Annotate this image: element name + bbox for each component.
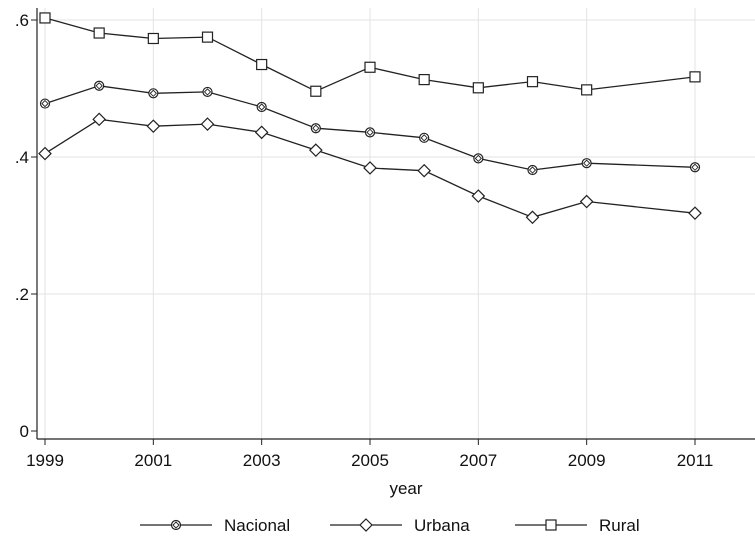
point-urbana bbox=[92, 112, 107, 127]
point-urbana bbox=[146, 119, 161, 134]
legend-label-rural: Rural bbox=[599, 516, 640, 535]
legend-item-rural: Rural bbox=[515, 516, 640, 535]
point-rural bbox=[364, 61, 376, 73]
point-nacional-circle bbox=[39, 98, 51, 109]
axes: 0 .2 .4 .6 1999 2001 2003 2005 2007 2009 2011 bbox=[15, 8, 755, 470]
y-tick-label: 0 bbox=[20, 422, 29, 441]
point-nacional bbox=[310, 123, 321, 134]
point-urbana bbox=[688, 206, 702, 221]
x-tick-label: 2011 bbox=[677, 451, 714, 470]
point-urbana bbox=[200, 117, 215, 131]
legend-label-urbana: Urbana bbox=[414, 516, 470, 535]
legend-label-nacional: Nacional bbox=[224, 516, 290, 535]
point-nacional bbox=[364, 127, 376, 138]
point-nacional-circle bbox=[310, 123, 321, 134]
legend-marker-nacional bbox=[170, 519, 182, 531]
series-group bbox=[38, 12, 702, 225]
point-urbana bbox=[254, 125, 269, 140]
point-urbana bbox=[579, 194, 594, 209]
point-nacional-circle bbox=[202, 86, 213, 98]
point-nacional bbox=[689, 162, 701, 173]
point-nacional-inner bbox=[528, 166, 537, 174]
point-nacional-circle bbox=[256, 101, 267, 113]
legend-marker-urbana bbox=[359, 518, 373, 532]
x-tick-label: 2009 bbox=[568, 451, 606, 470]
point-nacional-inner bbox=[312, 124, 320, 132]
point-nacional-inner bbox=[366, 128, 374, 136]
point-rural bbox=[310, 85, 322, 97]
x-tick-label: 1999 bbox=[26, 451, 64, 470]
point-urbana bbox=[363, 161, 377, 175]
point-rural bbox=[581, 84, 593, 96]
series-urbana bbox=[38, 112, 702, 225]
y-tick-label: .2 bbox=[15, 285, 29, 304]
point-nacional-inner bbox=[95, 82, 103, 90]
point-rural bbox=[526, 76, 539, 88]
point-nacional-inner bbox=[149, 89, 157, 97]
point-nacional bbox=[256, 101, 267, 113]
legend-marker-nacional-inner bbox=[172, 521, 180, 529]
point-nacional bbox=[202, 86, 213, 98]
series-line-urbana bbox=[44, 118, 696, 218]
point-urbana bbox=[38, 146, 52, 161]
point-rural bbox=[256, 58, 268, 71]
point-nacional-inner bbox=[474, 154, 482, 163]
point-urbana bbox=[471, 189, 486, 203]
x-tick-label: 2001 bbox=[134, 451, 172, 470]
point-nacional-inner bbox=[203, 88, 212, 96]
point-nacional-circle bbox=[473, 153, 484, 164]
point-rural bbox=[201, 31, 214, 43]
point-nacional bbox=[581, 158, 592, 169]
legend-marker-rural bbox=[545, 519, 557, 531]
point-nacional bbox=[94, 80, 105, 91]
point-rural bbox=[418, 73, 430, 86]
point-nacional-inner bbox=[420, 134, 428, 142]
y-tick-label: .6 bbox=[15, 11, 29, 30]
point-nacional-inner bbox=[583, 159, 591, 167]
x-tick-label: 2007 bbox=[459, 451, 497, 470]
series-line-rural bbox=[44, 17, 696, 92]
legend-item-nacional: Nacional bbox=[140, 516, 290, 535]
point-nacional bbox=[527, 164, 538, 176]
point-nacional-circle bbox=[527, 164, 538, 176]
point-nacional-circle bbox=[419, 132, 430, 143]
x-tick-label: 2005 bbox=[351, 451, 389, 470]
point-nacional-inner bbox=[691, 163, 699, 171]
point-nacional bbox=[473, 153, 484, 164]
series-rural bbox=[39, 12, 701, 97]
grid bbox=[37, 8, 755, 439]
series-line-nacional bbox=[44, 85, 696, 171]
point-rural bbox=[689, 71, 701, 83]
point-nacional-circle bbox=[94, 80, 105, 91]
series-nacional bbox=[39, 80, 701, 176]
x-tick-label: 2003 bbox=[243, 451, 281, 470]
point-nacional-inner bbox=[258, 103, 266, 111]
y-tick-label: .4 bbox=[15, 148, 29, 167]
point-rural bbox=[147, 32, 159, 45]
x-axis-title: year bbox=[389, 479, 422, 498]
point-nacional bbox=[148, 88, 159, 99]
point-urbana bbox=[308, 143, 323, 157]
legend-marker-nacional-circle bbox=[170, 519, 182, 531]
point-nacional bbox=[419, 132, 430, 143]
point-nacional-circle bbox=[689, 162, 701, 173]
point-rural bbox=[93, 27, 105, 39]
legend-item-urbana: Urbana bbox=[330, 516, 470, 535]
point-nacional-circle bbox=[148, 88, 159, 99]
point-rural bbox=[472, 82, 484, 94]
point-urbana bbox=[525, 210, 540, 225]
point-nacional-circle bbox=[581, 158, 592, 169]
point-urbana bbox=[417, 163, 432, 178]
legend: Nacional Urbana Rural bbox=[140, 516, 640, 535]
point-rural bbox=[39, 12, 51, 24]
point-nacional-inner bbox=[41, 99, 49, 108]
point-nacional bbox=[39, 98, 51, 109]
point-nacional-circle bbox=[364, 127, 376, 138]
